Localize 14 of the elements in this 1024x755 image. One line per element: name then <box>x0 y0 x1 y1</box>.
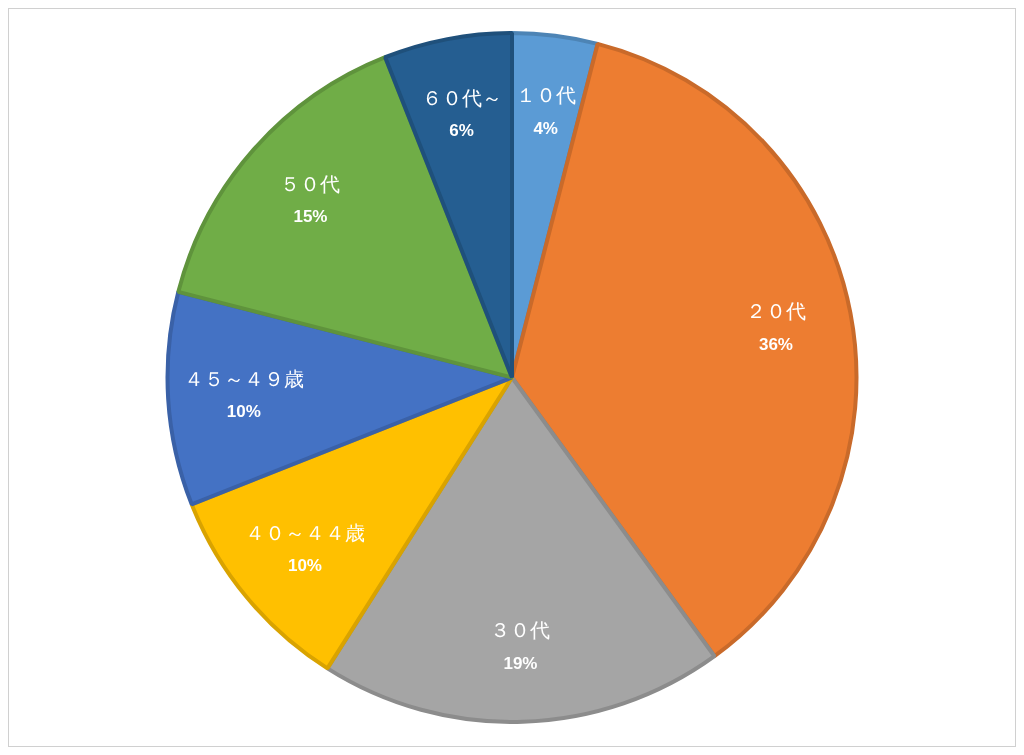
slice-label: ４０～４４歳 <box>244 520 365 545</box>
data-label: 36% <box>758 334 793 354</box>
data-label: 10% <box>287 556 322 576</box>
data-label: 4% <box>533 118 558 138</box>
slice-label: １０代 <box>515 83 576 108</box>
slice-label: ２０代 <box>745 299 806 324</box>
slice-label: ４５～４９歳 <box>183 366 304 391</box>
data-label: 15% <box>293 207 328 227</box>
slice-label: ５０代 <box>280 172 341 196</box>
slice-label: ３０代 <box>490 618 551 643</box>
data-label: 10% <box>226 402 261 422</box>
data-label: 19% <box>503 653 538 673</box>
data-label: 6% <box>449 121 474 141</box>
slice-label: ６０代～ <box>421 85 502 110</box>
